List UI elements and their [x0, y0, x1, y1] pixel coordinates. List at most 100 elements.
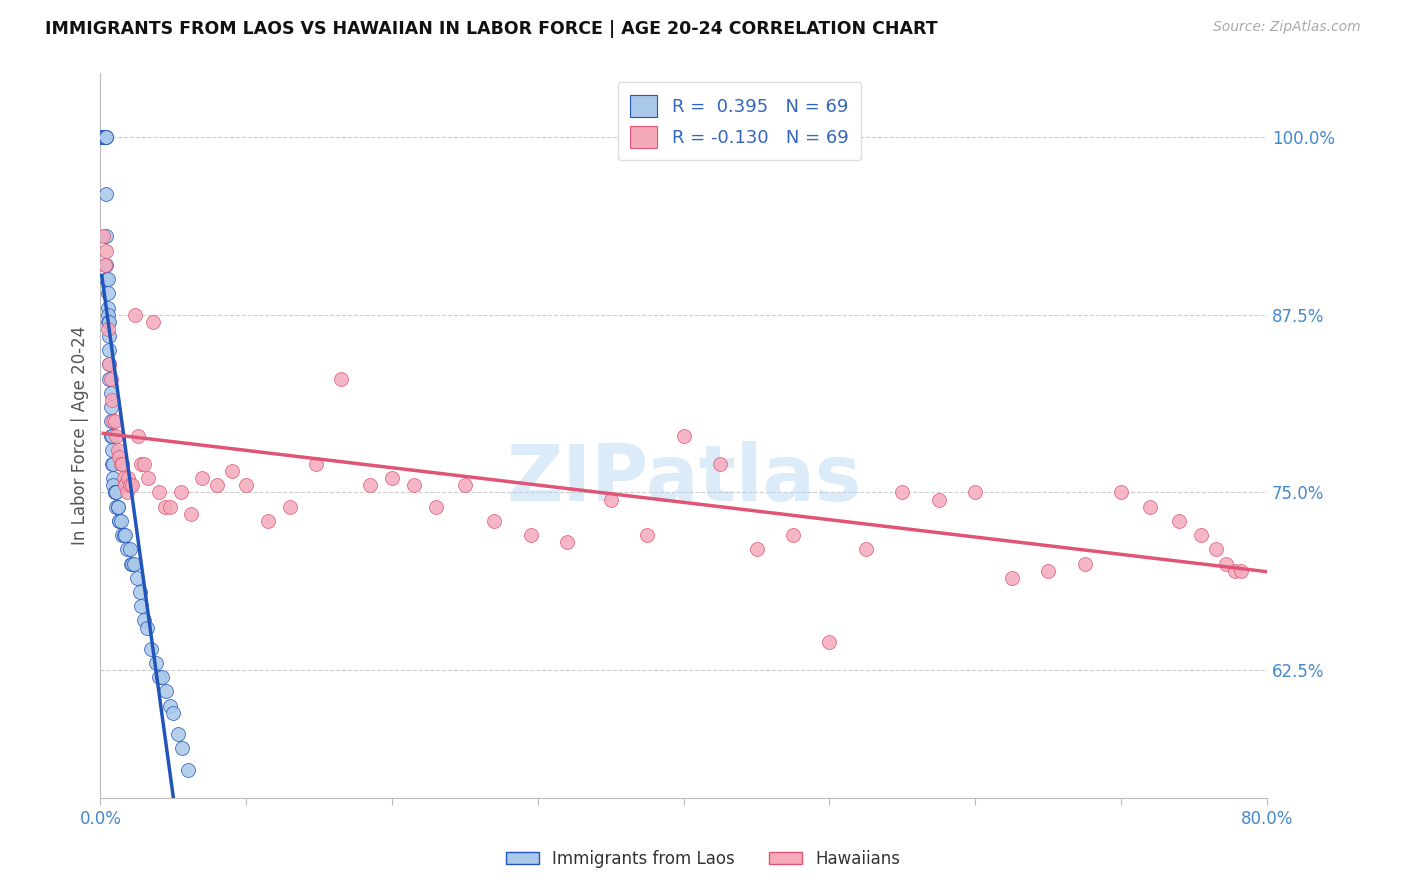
Point [121, 478, 143, 492]
Point [104, 485, 127, 500]
Point [110, 514, 132, 528]
Point [132, 614, 155, 628]
Text: IMMIGRANTS FROM LAOS VS HAWAIIAN IN LABOR FORCE | AGE 20-24 CORRELATION CHART: IMMIGRANTS FROM LAOS VS HAWAIIAN IN LABO… [45, 20, 938, 37]
Point [98, 343, 121, 358]
Point [103, 414, 125, 428]
Point [105, 428, 128, 442]
Point [98, 372, 121, 386]
Point [103, 457, 125, 471]
Point [132, 457, 155, 471]
Point [482, 514, 505, 528]
Point [101, 442, 124, 457]
Point [107, 500, 129, 514]
Point [117, 471, 139, 485]
Point [91, 130, 114, 145]
Point [891, 485, 914, 500]
Point [1036, 564, 1059, 578]
Point [169, 485, 191, 500]
Point [381, 471, 404, 485]
Point [1001, 571, 1024, 585]
Point [93, 130, 115, 145]
Point [1189, 528, 1212, 542]
Point [93, 130, 115, 145]
Point [329, 372, 352, 386]
Point [101, 428, 124, 442]
Point [103, 471, 125, 485]
Point [91, 130, 114, 145]
Point [1168, 514, 1191, 528]
Point [96, 130, 118, 145]
Point [101, 392, 124, 407]
Point [96, 258, 118, 272]
Point [105, 485, 128, 500]
Point [100, 400, 122, 414]
Point [112, 528, 135, 542]
Point [91, 130, 114, 145]
Point [636, 528, 658, 542]
Point [709, 457, 731, 471]
Point [97, 272, 120, 286]
Point [129, 599, 152, 614]
Point [159, 500, 181, 514]
Point [155, 684, 177, 698]
Point [120, 557, 142, 571]
Point [105, 500, 128, 514]
Point [96, 130, 118, 145]
Point [129, 457, 152, 471]
Point [108, 514, 131, 528]
Point [110, 457, 132, 471]
Y-axis label: In Labor Force | Age 20-24: In Labor Force | Age 20-24 [72, 326, 89, 545]
Point [136, 620, 159, 634]
Point [519, 528, 541, 542]
Point [96, 229, 118, 244]
Point [180, 507, 202, 521]
Point [221, 464, 243, 478]
Point [782, 528, 804, 542]
Point [101, 457, 124, 471]
Point [91, 130, 114, 145]
Point [745, 542, 768, 557]
Point [305, 457, 328, 471]
Text: ZIPatlas: ZIPatlas [506, 441, 860, 517]
Point [114, 478, 136, 492]
Point [93, 130, 115, 145]
Point [107, 500, 129, 514]
Point [1073, 557, 1095, 571]
Point [104, 414, 127, 428]
Point [128, 585, 150, 599]
Point [278, 500, 301, 514]
Point [141, 641, 163, 656]
Point [965, 485, 987, 500]
Point [96, 186, 118, 201]
Point [112, 471, 135, 485]
Point [100, 428, 122, 442]
Point [121, 557, 143, 571]
Point [672, 428, 695, 442]
Point [402, 478, 425, 492]
Point [97, 286, 120, 301]
Point [599, 492, 621, 507]
Point [148, 485, 170, 500]
Text: Source: ZipAtlas.com: Source: ZipAtlas.com [1213, 20, 1361, 34]
Point [98, 358, 121, 372]
Point [90, 130, 112, 145]
Point [1215, 557, 1237, 571]
Point [138, 471, 160, 485]
Point [115, 542, 138, 557]
Point [96, 244, 118, 258]
Point [124, 308, 146, 322]
Point [818, 634, 841, 648]
Point [114, 528, 136, 542]
Point [97, 301, 120, 315]
Point [103, 478, 125, 492]
Point [97, 315, 120, 329]
Point [93, 130, 115, 145]
Point [555, 535, 578, 549]
Point [145, 656, 167, 670]
Point [111, 457, 134, 471]
Point [98, 315, 121, 329]
Point [100, 385, 122, 400]
Point [159, 698, 181, 713]
Point [108, 514, 131, 528]
Point [235, 478, 257, 492]
